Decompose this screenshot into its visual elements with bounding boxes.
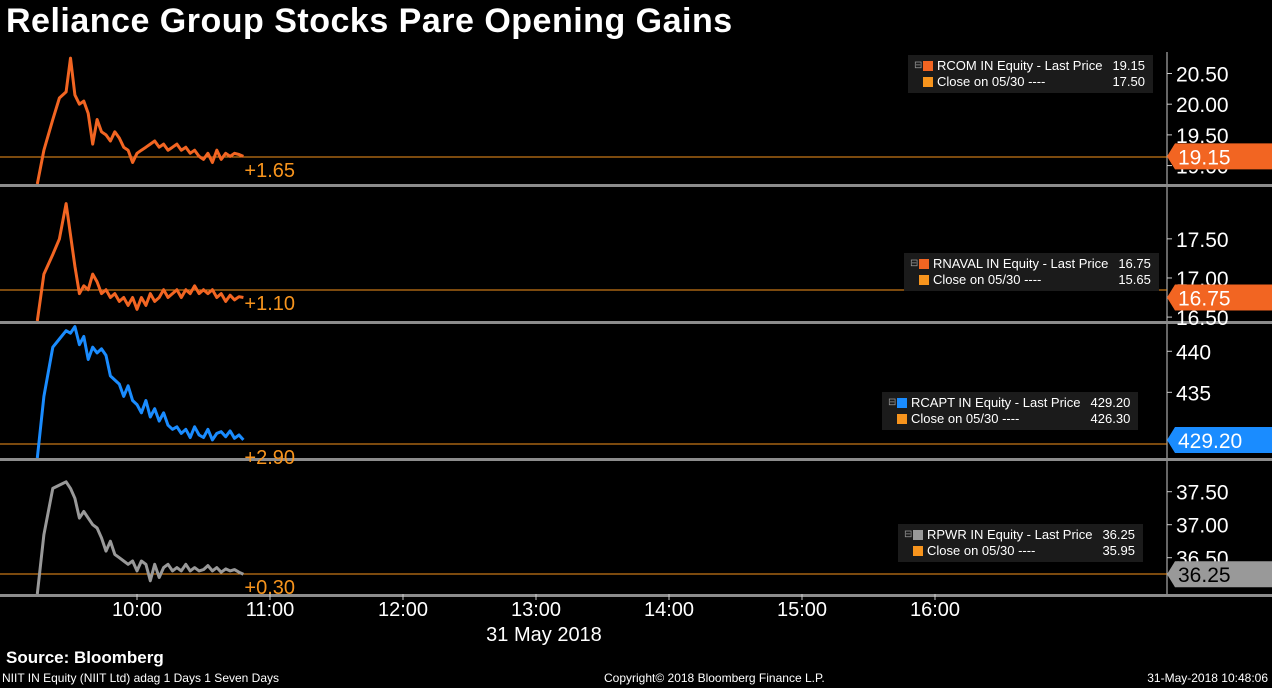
price-badge-bg [1167,561,1272,588]
close-swatch [919,275,929,285]
x-axis-label: 31 May 2018 [486,624,602,646]
footer-copyright: Copyright© 2018 Bloomberg Finance L.P. [604,671,825,685]
price-badge-bg [1167,426,1272,453]
source-note: Source: Bloomberg [6,648,164,667]
change-label: +0.30 [244,577,295,599]
series-line-rpwr [35,480,245,595]
footer-ticker-info: NIIT IN Equity (NIIT Ltd) adag 1 Days 1 … [2,671,280,685]
x-tick-label: 12:00 [378,599,428,621]
close-swatch [897,414,907,424]
footer-timestamp: 31-May-2018 10:48:06 [1147,671,1268,685]
change-label: +1.10 [244,293,295,315]
series-swatch [919,259,929,269]
price-badge-bg [1167,284,1272,311]
close-swatch [913,546,923,556]
legend-close-value: 15.65 [1118,272,1151,287]
legend-close-label: Close on 05/30 ---- [937,74,1046,89]
price-badge: 16.75 [1167,284,1272,311]
legend-last-label: RPWR IN Equity - Last Price [927,527,1093,542]
series-swatch [897,398,907,408]
legend-rcapt: ⊟ RCAPT IN Equity - Last Price 429.20 Clos… [882,392,1139,430]
x-tick-label: 16:00 [910,599,960,621]
tree-icon: ⊟ [904,529,913,540]
panel-separator [0,458,1272,461]
price-badge: 19.15 [1167,143,1272,170]
panel-separator [0,321,1272,324]
y-tick-label: 16.50 [1176,307,1229,330]
legend-rpwr: ⊟ RPWR IN Equity - Last Price 36.25 Close … [898,524,1143,562]
price-badge: 429.20 [1167,426,1272,453]
legend-last-value: 429.20 [1090,395,1131,410]
price-badge-bg [1167,143,1272,170]
legend-rcom: ⊟ RCOM IN Equity - Last Price 19.15 Close … [908,55,1153,93]
change-label: +2.90 [244,447,295,469]
y-tick-label: 20.50 [1176,63,1229,86]
legend-last-label: RNAVAL IN Equity - Last Price [933,256,1109,271]
legend-last-value: 36.25 [1102,527,1135,542]
series-line-rcapt [35,325,245,459]
chart-area: 20.5020.0019.5019.00+1.6519.1517.5017.00… [0,52,1272,646]
tree-icon: ⊟ [914,60,923,71]
close-swatch [923,77,933,87]
series-swatch [923,61,933,71]
panel-separator [0,184,1272,187]
x-tick-label: 15:00 [777,599,827,621]
y-tick-label: 435 [1176,382,1211,405]
y-tick-label: 440 [1176,341,1211,364]
legend-close-value: 426.30 [1090,411,1131,426]
price-badge: 36.25 [1167,561,1272,588]
y-tick-label: 20.00 [1176,94,1229,117]
price-badge-label: 16.75 [1178,288,1231,311]
legend-last-label: RCAPT IN Equity - Last Price [911,395,1081,410]
legend-last-label: RCOM IN Equity - Last Price [937,58,1103,73]
series-line-rcom [35,56,244,185]
legend-close-value: 17.50 [1112,74,1145,89]
y-tick-label: 37.50 [1176,482,1229,505]
tree-icon: ⊟ [910,258,919,269]
legend-close-label: Close on 05/30 ---- [933,272,1042,287]
series-swatch [913,530,923,540]
legend-last-value: 19.15 [1112,58,1145,73]
legend-last-value: 16.75 [1118,256,1151,271]
change-label: +1.65 [244,160,295,182]
legend-close-label: Close on 05/30 ---- [927,543,1036,558]
price-badge-label: 36.25 [1178,564,1231,587]
legend-close-value: 35.95 [1102,543,1135,558]
y-tick-label: 17.50 [1176,229,1229,252]
legend-close-label: Close on 05/30 ---- [911,411,1020,426]
x-tick-label: 10:00 [112,599,162,621]
x-tick-label: 11:00 [246,599,295,621]
x-tick-label: 14:00 [644,599,694,621]
x-tick-label: 13:00 [511,599,561,621]
price-badge-label: 429.20 [1178,430,1242,453]
y-tick-label: 19.50 [1176,125,1229,148]
y-tick-label: 37.00 [1176,515,1229,538]
price-badge-label: 19.15 [1178,146,1231,169]
chart-title: Reliance Group Stocks Pare Opening Gains [6,2,733,40]
legend-rnaval: ⊟ RNAVAL IN Equity - Last Price 16.75 Clos… [904,253,1159,291]
panel-separator [0,594,1272,597]
series-line-rnaval [35,202,244,322]
tree-icon: ⊟ [888,397,897,408]
